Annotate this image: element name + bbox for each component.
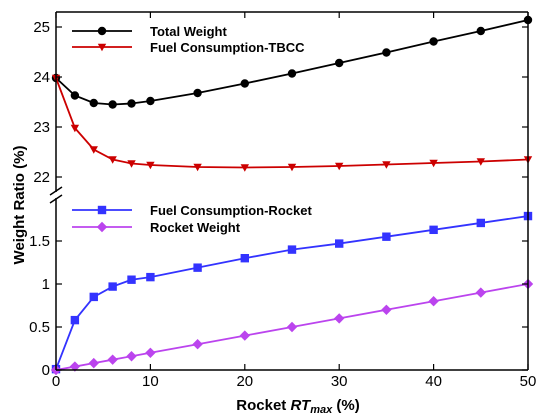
fuel-consumption-tbcc-point xyxy=(89,146,98,154)
rocket-weight-point xyxy=(145,347,156,358)
fuel-consumption-tbcc-line xyxy=(55,77,529,169)
axis-break-mark xyxy=(49,186,63,196)
fuel-consumption-tbcc-point xyxy=(240,164,249,172)
lower-panel xyxy=(50,211,534,376)
total-weight-point xyxy=(382,48,391,57)
rocket-weight-point xyxy=(88,357,99,369)
rocket-weight-point xyxy=(107,354,118,365)
x-axis-label-prefix: Rocket xyxy=(236,397,290,414)
y-axis-label: Weight Ratio (%) xyxy=(11,146,28,265)
fuel-consumption-rocket-point xyxy=(70,315,80,325)
x-axis-label-sub: max xyxy=(310,404,333,416)
total-weight-point xyxy=(287,69,297,78)
rocket-weight-legend-label: Rocket Weight xyxy=(150,220,241,235)
total-weight-legend-label: Total Weight xyxy=(150,24,227,39)
fuel-consumption-rocket-point xyxy=(146,272,155,282)
y-tick-label: 1 xyxy=(42,276,50,293)
fuel-consumption-tbcc-legend-marker xyxy=(97,43,107,52)
rocket-weight-point xyxy=(239,330,250,341)
y-tick-label: 24 xyxy=(33,69,50,86)
y-tick-label: 0 xyxy=(42,362,50,379)
fuel-consumption-rocket-legend-label: Fuel Consumption-Rocket xyxy=(150,203,312,218)
x-tick-label: 10 xyxy=(142,373,159,390)
y-tick-label: 0.5 xyxy=(29,319,50,336)
x-tick-label: 50 xyxy=(520,373,537,390)
x-axis-label-suffix: (%) xyxy=(332,397,360,414)
rocket-weight-point xyxy=(69,361,81,372)
total-weight-point xyxy=(146,96,155,106)
x-tick-label: 0 xyxy=(52,373,60,390)
total-weight-point xyxy=(429,37,438,46)
x-axis-label-italic: RT xyxy=(290,397,312,414)
total-weight-point xyxy=(89,98,98,108)
total-weight-point xyxy=(70,91,80,100)
y-tick-label: 23 xyxy=(33,119,50,136)
rocket-weight-point xyxy=(334,313,345,324)
total-weight-line xyxy=(55,19,529,106)
fuel-consumption-rocket-point xyxy=(476,218,485,228)
fuel-consumption-tbcc-point xyxy=(193,163,202,172)
total-weight-point xyxy=(476,26,485,36)
total-weight-point xyxy=(193,88,202,98)
total-weight-legend-marker xyxy=(97,26,107,36)
rocket-weight-legend-marker xyxy=(96,221,108,233)
fuel-consumption-rocket-point xyxy=(108,282,117,291)
rocket-weight-point xyxy=(381,304,392,315)
fuel-consumption-tbcc-point xyxy=(287,163,297,172)
total-weight-point xyxy=(240,79,249,88)
fuel-consumption-tbcc-point xyxy=(127,160,136,168)
fuel-consumption-tbcc-point xyxy=(429,159,438,168)
fuel-consumption-rocket-point xyxy=(240,254,249,263)
fuel-consumption-rocket-legend-marker xyxy=(97,205,107,215)
fuel-consumption-rocket-point xyxy=(89,292,98,302)
rocket-weight-point xyxy=(126,351,137,362)
fuel-consumption-tbcc-point xyxy=(70,124,80,133)
fuel-consumption-tbcc-point xyxy=(476,158,485,166)
fuel-consumption-rocket-point xyxy=(335,239,344,248)
fuel-consumption-tbcc-point xyxy=(108,156,117,164)
fuel-consumption-rocket-point xyxy=(429,225,438,235)
y-tick-label: 1.5 xyxy=(29,233,50,250)
fuel-consumption-rocket-point xyxy=(382,232,391,241)
fuel-consumption-tbcc-point xyxy=(335,162,344,171)
fuel-consumption-tbcc-point xyxy=(382,161,391,169)
axis-break-mark xyxy=(49,194,63,204)
fuel-consumption-rocket-point xyxy=(287,245,297,254)
y-tick-label: 25 xyxy=(33,19,50,36)
fuel-consumption-tbcc-point xyxy=(146,161,155,170)
x-axis-label: Rocket RTmax (%) xyxy=(236,397,359,416)
fuel-consumption-rocket-point xyxy=(193,263,202,272)
x-tick-label: 30 xyxy=(331,373,348,390)
y-tick-label: 22 xyxy=(33,169,50,186)
total-weight-point xyxy=(127,99,136,108)
x-tick-label: 40 xyxy=(425,373,442,390)
axes: 0 10 20 30 40 50 22 23 24 25 0 0.5 1 1.5 xyxy=(29,11,537,390)
total-weight-point xyxy=(335,58,344,68)
fuel-consumption-rocket-line xyxy=(55,215,529,370)
rocket-weight-point xyxy=(192,339,203,350)
rocket-weight-point xyxy=(286,321,298,333)
legend-lower: Fuel Consumption-Rocket Rocket Weight xyxy=(72,203,312,235)
x-tick-label: 20 xyxy=(236,373,253,390)
fuel-consumption-tbcc-legend-label: Fuel Consumption-TBCC xyxy=(150,40,305,55)
rocket-weight-point xyxy=(428,296,439,307)
fuel-consumption-rocket-point xyxy=(127,275,136,284)
total-weight-point xyxy=(108,100,117,109)
rocket-weight-point xyxy=(475,287,486,298)
